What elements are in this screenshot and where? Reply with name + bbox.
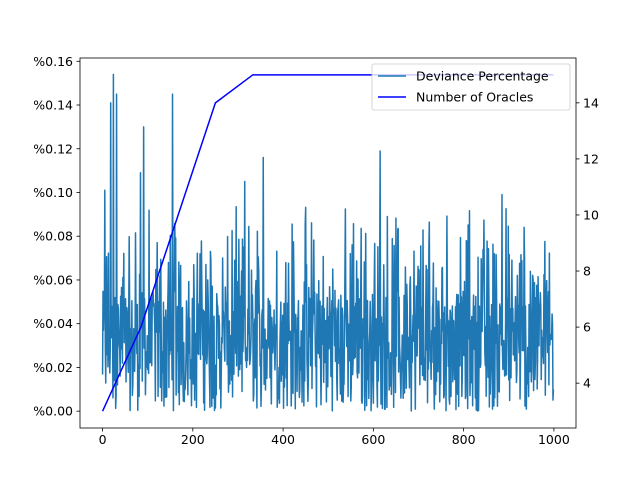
x-tick-label: 400 bbox=[271, 432, 295, 447]
legend-label-oracles: Number of Oracles bbox=[416, 90, 533, 105]
legend-box bbox=[371, 63, 571, 111]
y-right-tick-label: 4 bbox=[583, 376, 591, 391]
deviance-line bbox=[101, 73, 555, 412]
x-tick-label: 800 bbox=[452, 432, 476, 447]
x-tick-label: 0 bbox=[99, 432, 107, 447]
y-left-axis-ticks: %0.00 %0.02 %0.04 %0.06 %0.08 %0.10 %0.12 %0.14… bbox=[33, 54, 80, 419]
y-left-tick-label: %0.10 bbox=[33, 185, 73, 200]
y-right-tick-label: 14 bbox=[583, 95, 599, 110]
x-tick-label: 600 bbox=[361, 432, 385, 447]
y-left-tick-label: %0.06 bbox=[33, 272, 73, 287]
y-right-tick-label: 6 bbox=[583, 320, 591, 335]
legend: Deviance Percentage Number of Oracles bbox=[371, 63, 571, 111]
y-left-tick-label: %0.08 bbox=[33, 229, 73, 244]
legend-label-deviance: Deviance Percentage bbox=[416, 69, 549, 84]
y-left-tick-label: %0.12 bbox=[33, 141, 73, 156]
x-axis-ticks: 0 200 400 600 800 1000 bbox=[99, 428, 570, 447]
y-right-tick-label: 8 bbox=[583, 264, 591, 279]
y-right-axis-ticks: 4 6 8 10 12 14 bbox=[576, 95, 599, 391]
oracles-series-layer bbox=[101, 74, 554, 412]
oracles-line bbox=[101, 74, 554, 412]
y-left-tick-label: %0.14 bbox=[33, 98, 73, 113]
y-left-tick-label: %0.02 bbox=[33, 360, 73, 375]
y-left-tick-label: %0.16 bbox=[33, 54, 73, 69]
y-left-tick-label: %0.04 bbox=[33, 316, 73, 331]
x-tick-label: 1000 bbox=[538, 432, 570, 447]
x-tick-label: 200 bbox=[181, 432, 205, 447]
y-right-tick-label: 10 bbox=[583, 207, 599, 222]
deviance-series-layer bbox=[101, 73, 555, 412]
y-right-tick-label: 12 bbox=[583, 151, 599, 166]
plot-frame bbox=[79, 57, 577, 429]
y-left-tick-label: %0.00 bbox=[33, 404, 73, 419]
